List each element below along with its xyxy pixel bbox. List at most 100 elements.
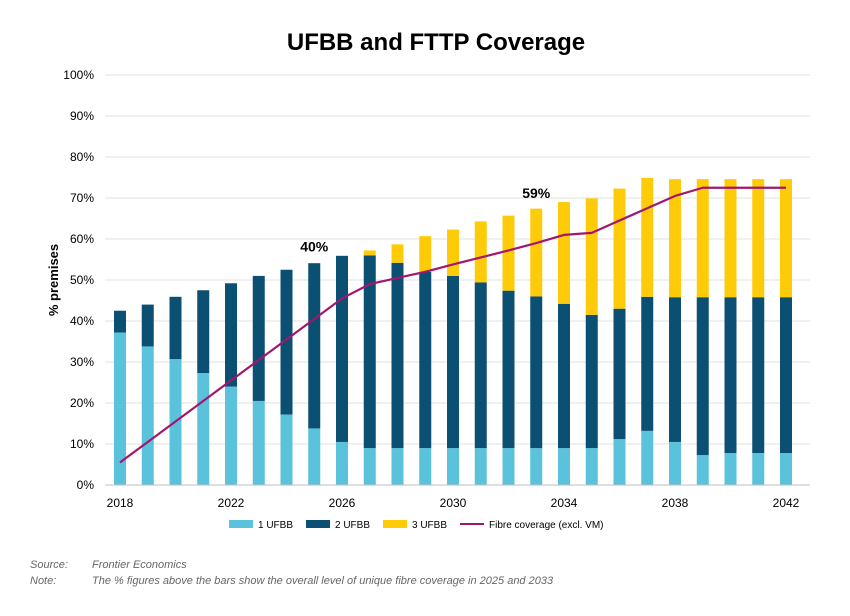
x-axis-ticks: 2018 2022 2026 2030 2034 2038 2042 (107, 496, 800, 510)
y-tick-label: 50% (70, 273, 94, 287)
bar-segment-series-1 (280, 414, 293, 485)
annotations: 40% 59% (300, 185, 551, 254)
legend-label: 2 UFBB (335, 520, 370, 531)
x-tick-label: 2038 (662, 496, 689, 510)
y-tick-label: 30% (70, 355, 94, 369)
y-axis-ticks: 0% 10% 20% 30% 40% 50% 60% 70% 80% 90% 100% (63, 68, 94, 492)
y-tick-label: 60% (70, 232, 94, 246)
note-label: Note: (30, 575, 57, 587)
y-tick-label: 80% (70, 150, 94, 164)
bar-segment-series-1 (724, 453, 737, 485)
bar-segment-series-2 (225, 283, 237, 387)
bar-segment-series-2 (585, 314, 598, 449)
legend: 1 UFBB 2 UFBB 3 UFBB Fibre coverage (excl. … (229, 520, 603, 531)
bar-segment-series-3 (558, 202, 570, 304)
x-tick-label: 2042 (773, 496, 800, 510)
note-text: The % figures above the bars show the ov… (92, 575, 554, 587)
bar-segment-series-3 (474, 221, 487, 283)
bar-segment-series-2 (558, 303, 570, 449)
bar-segment-series-2 (114, 310, 126, 333)
legend-swatch (306, 520, 330, 528)
bar-segment-series-2 (669, 297, 681, 442)
y-tick-label: 100% (63, 68, 94, 82)
bar-segment-series-1 (752, 453, 765, 485)
y-tick-label: 90% (70, 109, 94, 123)
bar-segment-series-3 (780, 179, 792, 298)
bar-segment-series-2 (724, 297, 737, 454)
bar-segment-series-3 (363, 250, 376, 256)
bar-segment-series-1 (780, 453, 792, 485)
legend-label: Fibre coverage (excl. VM) (489, 520, 603, 531)
bar-segment-series-2 (197, 290, 210, 374)
bar-segment-series-2 (474, 282, 487, 449)
bar-segment-series-3 (641, 177, 654, 297)
legend-label: 1 UFBB (258, 520, 293, 531)
bar-segment-series-3 (585, 198, 598, 315)
y-tick-label: 20% (70, 396, 94, 410)
bar-segment-series-3 (752, 179, 765, 298)
bar-segment-series-2 (308, 263, 321, 429)
bar-segment-series-1 (308, 428, 321, 485)
bar-segment-series-1 (474, 448, 487, 485)
bar-segment-series-2 (252, 275, 265, 401)
bar-segment-series-1 (530, 448, 543, 485)
bar-segment-series-2 (280, 269, 293, 415)
bar-segment-series-2 (641, 296, 654, 431)
bar-segment-series-2 (696, 297, 709, 456)
bar-annotation: 40% (300, 238, 329, 254)
bar-segment-series-2 (502, 290, 515, 449)
y-tick-label: 10% (70, 437, 94, 451)
bar-segment-series-1 (696, 455, 709, 485)
bar-segment-series-1 (252, 400, 265, 485)
bar-segment-series-1 (502, 448, 515, 485)
bar-segment-series-1 (391, 448, 404, 485)
x-tick-label: 2026 (329, 496, 356, 510)
y-tick-label: 0% (77, 478, 95, 492)
bar-segment-series-3 (530, 208, 543, 297)
bar-segment-series-2 (336, 255, 348, 442)
bar-segment-series-3 (724, 179, 737, 298)
x-tick-label: 2030 (440, 496, 467, 510)
bar-segment-series-2 (780, 297, 792, 454)
bar-segment-series-3 (419, 236, 432, 272)
bar-segment-series-2 (141, 304, 154, 347)
bar-segment-series-2 (447, 275, 459, 449)
x-tick-label: 2034 (551, 496, 578, 510)
chart-title: UFBB and FTTP Coverage (287, 29, 585, 56)
source-label: Source: (30, 559, 68, 571)
bar-segment-series-2 (363, 255, 376, 449)
bars (114, 177, 792, 485)
bar-segment-series-1 (669, 441, 681, 485)
bar-segment-series-1 (114, 332, 126, 485)
legend-label: 3 UFBB (412, 520, 447, 531)
footnotes: Source: Frontier Economics Note: The % f… (30, 557, 553, 589)
bar-segment-series-2 (169, 296, 182, 360)
bar-segment-series-3 (696, 179, 709, 298)
bar-segment-series-3 (613, 188, 626, 309)
legend-swatch (383, 520, 407, 528)
bar-segment-series-2 (752, 297, 765, 454)
bar-segment-series-1 (447, 448, 459, 485)
bar-segment-series-2 (419, 271, 432, 449)
bar-segment-series-1 (419, 448, 432, 485)
bar-annotation: 59% (522, 185, 551, 201)
bar-segment-series-1 (641, 430, 654, 485)
source-text: Frontier Economics (92, 559, 187, 571)
bar-segment-series-3 (391, 244, 404, 263)
bar-segment-series-1 (585, 448, 598, 485)
bar-segment-series-1 (336, 441, 348, 485)
legend-swatch (229, 520, 253, 528)
bar-segment-series-1 (225, 386, 237, 485)
x-tick-label: 2022 (218, 496, 245, 510)
bar-segment-series-1 (363, 448, 376, 485)
bar-segment-series-2 (391, 262, 404, 449)
y-axis-label: % premises (46, 244, 61, 316)
bar-segment-series-3 (669, 179, 681, 298)
x-tick-label: 2018 (107, 496, 134, 510)
y-tick-label: 70% (70, 191, 94, 205)
bar-segment-series-1 (558, 448, 570, 485)
bar-segment-series-1 (197, 373, 210, 485)
bar-segment-series-1 (613, 439, 626, 485)
bar-segment-series-2 (530, 296, 543, 449)
